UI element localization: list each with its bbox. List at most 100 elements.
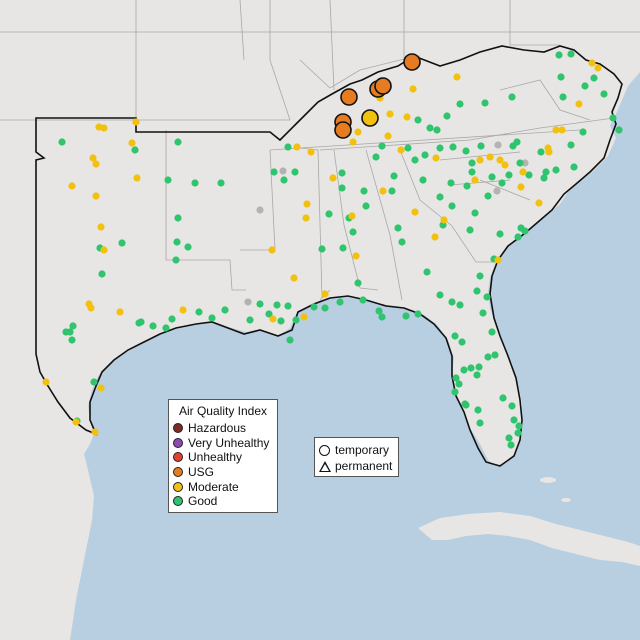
- monitor-good[interactable]: [505, 434, 513, 442]
- monitor-good[interactable]: [321, 304, 329, 312]
- monitor-good[interactable]: [456, 301, 464, 309]
- monitor-good[interactable]: [359, 296, 367, 304]
- monitor-moderate[interactable]: [411, 208, 419, 216]
- monitor-good[interactable]: [498, 179, 506, 187]
- monitor-moderate[interactable]: [132, 118, 140, 126]
- monitor-good[interactable]: [514, 233, 522, 241]
- monitor-good[interactable]: [463, 182, 471, 190]
- monitor-moderate[interactable]: [431, 233, 439, 241]
- monitor-good[interactable]: [468, 168, 476, 176]
- monitor-moderate[interactable]: [97, 384, 105, 392]
- monitor-moderate[interactable]: [97, 223, 105, 231]
- monitor-good[interactable]: [362, 202, 370, 210]
- monitor-good[interactable]: [277, 317, 285, 325]
- monitor-good[interactable]: [540, 174, 548, 182]
- monitor-good[interactable]: [484, 192, 492, 200]
- monitor-moderate[interactable]: [179, 306, 187, 314]
- monitor-good[interactable]: [455, 380, 463, 388]
- monitor-good[interactable]: [567, 50, 575, 58]
- monitor-moderate[interactable]: [307, 148, 315, 156]
- monitor-good[interactable]: [436, 144, 444, 152]
- monitor-moderate[interactable]: [269, 315, 277, 323]
- monitor-good[interactable]: [443, 112, 451, 120]
- monitor-moderate[interactable]: [349, 138, 357, 146]
- monitor-moderate[interactable]: [91, 428, 99, 436]
- monitor-moderate[interactable]: [558, 126, 566, 134]
- monitor-moderate[interactable]: [545, 148, 553, 156]
- monitor-good[interactable]: [525, 171, 533, 179]
- monitor-good[interactable]: [508, 93, 516, 101]
- monitor-good[interactable]: [542, 168, 550, 176]
- monitor-good[interactable]: [256, 300, 264, 308]
- monitor-good[interactable]: [280, 176, 288, 184]
- monitor-good[interactable]: [579, 128, 587, 136]
- monitor-good[interactable]: [609, 114, 617, 122]
- monitor-good[interactable]: [378, 142, 386, 150]
- monitor-good[interactable]: [149, 322, 157, 330]
- monitor-good[interactable]: [195, 308, 203, 316]
- monitor-moderate[interactable]: [575, 100, 583, 108]
- monitor-no-data[interactable]: [494, 141, 502, 149]
- monitor-moderate[interactable]: [403, 113, 411, 121]
- monitor-good[interactable]: [414, 310, 422, 318]
- monitor-good[interactable]: [516, 159, 524, 167]
- monitor-good[interactable]: [448, 202, 456, 210]
- monitor-moderate[interactable]: [409, 85, 417, 93]
- monitor-good[interactable]: [98, 270, 106, 278]
- monitor-good[interactable]: [521, 227, 529, 235]
- monitor-good[interactable]: [570, 163, 578, 171]
- monitor-moderate[interactable]: [535, 199, 543, 207]
- monitor-good[interactable]: [484, 353, 492, 361]
- monitor-good[interactable]: [426, 124, 434, 132]
- monitor-good[interactable]: [513, 138, 521, 146]
- monitor-moderate[interactable]: [133, 174, 141, 182]
- monitor-good[interactable]: [462, 147, 470, 155]
- monitor-good[interactable]: [69, 322, 77, 330]
- monitor-moderate[interactable]: [300, 313, 308, 321]
- monitor-good[interactable]: [557, 73, 565, 81]
- monitor-good[interactable]: [419, 176, 427, 184]
- monitor-moderate[interactable]: [486, 153, 494, 161]
- monitor-good[interactable]: [172, 256, 180, 264]
- monitor-no-data[interactable]: [256, 206, 264, 214]
- monitor-good[interactable]: [174, 214, 182, 222]
- monitor-good[interactable]: [468, 159, 476, 167]
- monitor-moderate[interactable]: [384, 132, 392, 140]
- monitor-good[interactable]: [537, 148, 545, 156]
- monitor-good[interactable]: [466, 226, 474, 234]
- monitor-moderate[interactable]: [397, 146, 405, 154]
- monitor-good[interactable]: [514, 429, 522, 437]
- monitor-moderate[interactable]: [72, 418, 80, 426]
- monitor-good[interactable]: [449, 143, 457, 151]
- monitor-moderate[interactable]: [268, 246, 276, 254]
- monitor-good[interactable]: [483, 293, 491, 301]
- monitor-moderate[interactable]: [89, 154, 97, 162]
- monitor-moderate[interactable]: [321, 290, 329, 298]
- monitor-good[interactable]: [476, 419, 484, 427]
- monitor-good[interactable]: [510, 416, 518, 424]
- monitor-good[interactable]: [448, 298, 456, 306]
- monitor-moderate[interactable]: [496, 156, 504, 164]
- monitor-good[interactable]: [184, 243, 192, 251]
- monitor-good[interactable]: [451, 332, 459, 340]
- monitor-moderate[interactable]: [92, 160, 100, 168]
- monitor-good[interactable]: [615, 126, 623, 134]
- monitor-moderate[interactable]: [432, 154, 440, 162]
- monitor-good[interactable]: [436, 193, 444, 201]
- monitor-no-data[interactable]: [244, 298, 252, 306]
- monitor-good[interactable]: [291, 168, 299, 176]
- monitor-good[interactable]: [174, 138, 182, 146]
- monitor-moderate[interactable]: [519, 168, 527, 176]
- monitor-good[interactable]: [354, 279, 362, 287]
- monitor-good[interactable]: [292, 316, 300, 324]
- monitor-good[interactable]: [265, 310, 273, 318]
- monitor-good[interactable]: [394, 224, 402, 232]
- monitor-good[interactable]: [452, 374, 460, 382]
- monitor-good[interactable]: [168, 315, 176, 323]
- monitor-good[interactable]: [284, 143, 292, 151]
- monitor-moderate[interactable]: [303, 200, 311, 208]
- monitor-good[interactable]: [499, 394, 507, 402]
- monitor-good[interactable]: [338, 184, 346, 192]
- monitor-usg-large[interactable]: [403, 53, 421, 71]
- monitor-good[interactable]: [456, 100, 464, 108]
